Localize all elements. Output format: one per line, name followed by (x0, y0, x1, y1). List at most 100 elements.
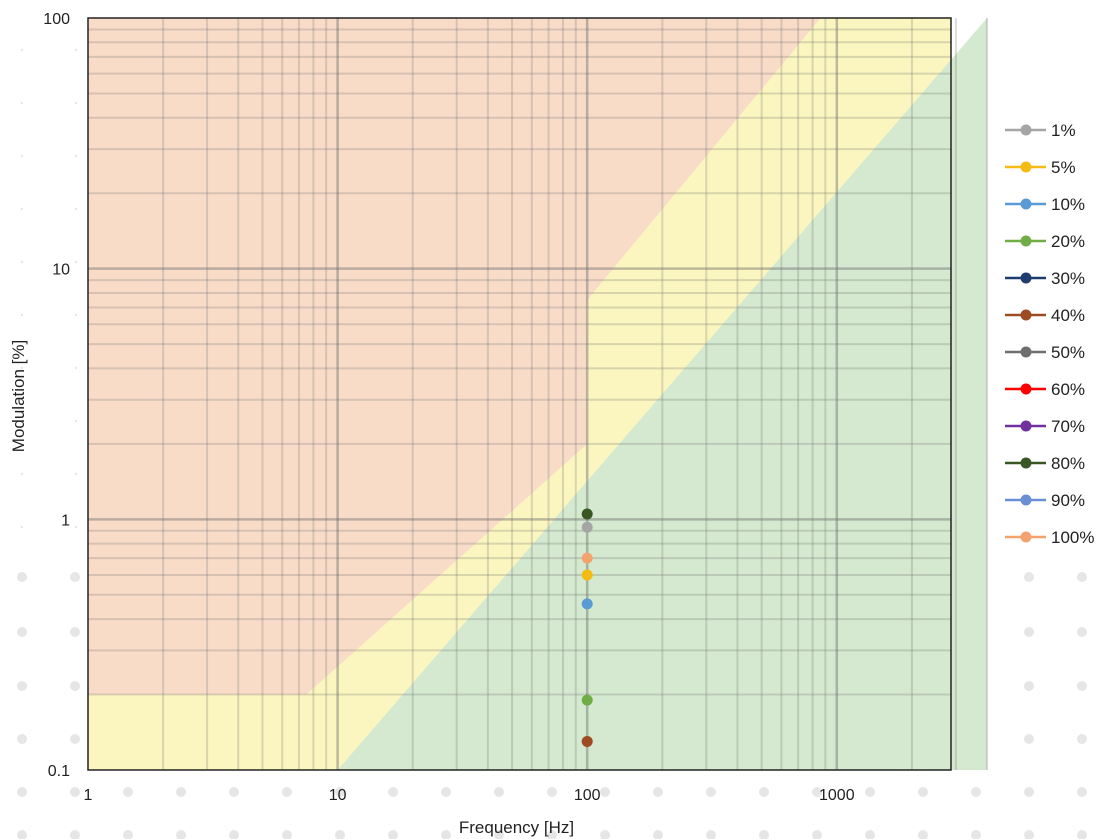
background-dot (441, 830, 451, 839)
background-dot (20, 525, 24, 529)
data-point-10pct (581, 598, 593, 610)
legend-marker (1020, 272, 1032, 284)
legend-label: 90% (1051, 491, 1085, 510)
background-dot (74, 260, 78, 264)
background-dot (335, 787, 345, 797)
risk-zones (88, 18, 988, 770)
plot-frame (87, 17, 952, 771)
y-tick-label: 100 (43, 11, 70, 28)
background-dot (20, 154, 24, 158)
legend-label: 30% (1051, 269, 1085, 288)
y-tick-labels: 0.1 1 10 100 (43, 11, 70, 780)
minor-grid (88, 18, 989, 770)
x-axis-title: Frequency [Hz] (459, 818, 574, 837)
background-dot (70, 787, 80, 797)
background-dot (17, 787, 27, 797)
background-dot (74, 154, 78, 158)
background-dot (653, 787, 663, 797)
legend-marker (1020, 346, 1032, 358)
background-dot (74, 101, 78, 105)
background-dot (123, 787, 133, 797)
background-dot (74, 48, 78, 52)
background-dot (335, 830, 345, 839)
legend-item-1pct: 1% (1005, 121, 1076, 140)
y-axis-title: Modulation [%] (9, 340, 28, 452)
x-tick-label: 100 (574, 787, 601, 804)
background-dot (1077, 830, 1087, 839)
background-dot (17, 734, 27, 744)
data-point-40pct (581, 735, 593, 747)
background-dot (70, 830, 80, 839)
x-tick-labels: 1 10 100 1000 (84, 787, 855, 804)
legend-marker (1020, 235, 1032, 247)
background-dot (282, 830, 292, 839)
background-dot (1077, 572, 1087, 582)
background-dot (971, 787, 981, 797)
background-dot (1077, 681, 1087, 691)
legend-item-70pct: 70% (1005, 417, 1085, 436)
y-tick-label: 0.1 (48, 763, 70, 780)
background-dot (547, 787, 557, 797)
legend: 1% 5% 10% 20% 30% 40% 50% 60% 70% 80% 90% 100% (1005, 121, 1094, 547)
legend-marker (1020, 494, 1032, 506)
legend-marker (1020, 198, 1032, 210)
legend-item-80pct: 80% (1005, 454, 1085, 473)
background-dot (759, 787, 769, 797)
background-dot (176, 830, 186, 839)
legend-item-5pct: 5% (1005, 158, 1076, 177)
background-dot (17, 627, 27, 637)
legend-item-50pct: 50% (1005, 343, 1085, 362)
background-dot (1024, 627, 1034, 637)
background-dot (494, 830, 504, 839)
x-tick-label: 10 (329, 787, 347, 804)
background-dot (20, 313, 24, 317)
background-dot (547, 830, 557, 839)
background-dot (1024, 734, 1034, 744)
background-dot (282, 787, 292, 797)
legend-item-60pct: 60% (1005, 380, 1085, 399)
background-dot (17, 681, 27, 691)
background-dot (1077, 787, 1087, 797)
background-dot (1024, 572, 1034, 582)
legend-marker (1020, 383, 1032, 395)
background-dot (1024, 787, 1034, 797)
background-dot (17, 572, 27, 582)
background-dot (20, 260, 24, 264)
x-tick-label: 1000 (819, 787, 855, 804)
background-dot (441, 787, 451, 797)
background-dot (706, 830, 716, 839)
background-dot (388, 830, 398, 839)
background-dot (918, 787, 928, 797)
data-points (581, 508, 593, 747)
background-dot (865, 830, 875, 839)
background-dot (74, 472, 78, 476)
background-dot (123, 830, 133, 839)
background-dot (176, 787, 186, 797)
background-dot (229, 787, 239, 797)
legend-item-40pct: 40% (1005, 306, 1085, 325)
background-dot (1077, 627, 1087, 637)
background-dot (74, 366, 78, 370)
legend-item-30pct: 30% (1005, 269, 1085, 288)
background-dot (600, 830, 610, 839)
background-dot (706, 787, 716, 797)
y-tick-label: 10 (52, 262, 70, 279)
background-dot (229, 830, 239, 839)
data-point-5pct (581, 569, 593, 581)
background-dot (70, 627, 80, 637)
background-dot (600, 787, 610, 797)
background-dot (70, 681, 80, 691)
legend-item-90pct: 90% (1005, 491, 1085, 510)
background-dot (812, 830, 822, 839)
legend-item-10pct: 10% (1005, 195, 1085, 214)
background-dot (70, 572, 80, 582)
legend-marker (1020, 161, 1032, 173)
data-point-20pct (581, 694, 593, 706)
background-dot (971, 830, 981, 839)
background-dot (20, 207, 24, 211)
legend-marker (1020, 420, 1032, 432)
data-point-80pct (581, 508, 593, 520)
major-grid (88, 18, 951, 770)
y-tick-label: 1 (61, 512, 70, 529)
